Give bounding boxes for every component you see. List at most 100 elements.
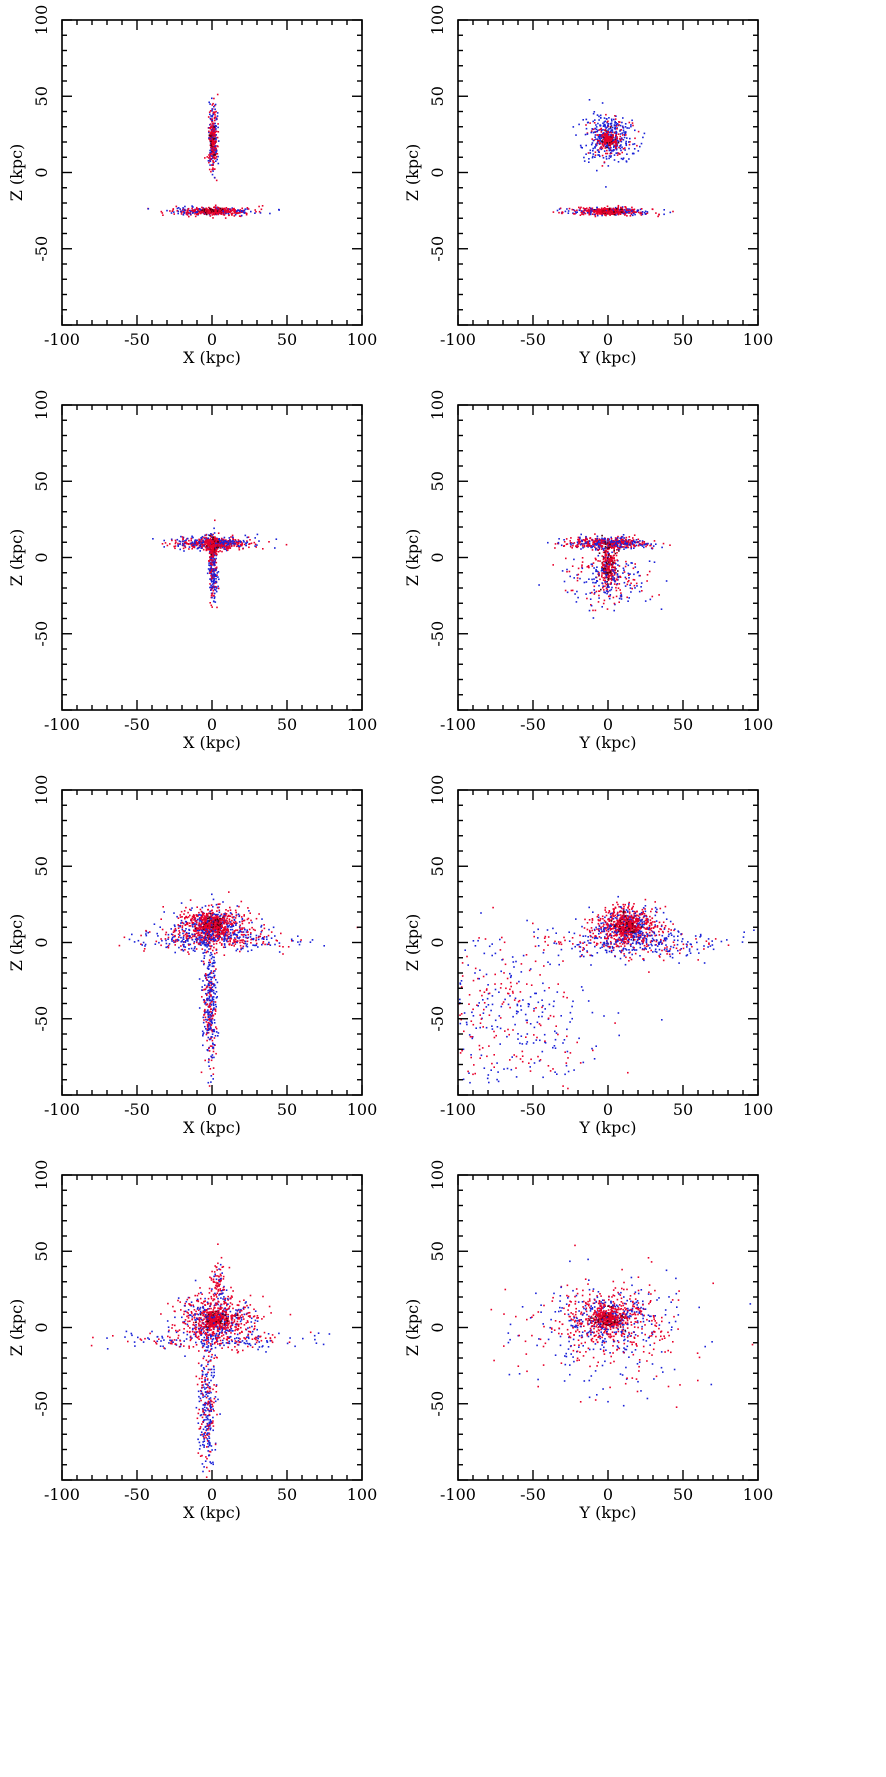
data-point: [572, 209, 575, 211]
data-point: [626, 596, 628, 599]
data-point: [608, 117, 610, 119]
data-point: [630, 547, 632, 550]
data-point: [246, 943, 248, 945]
data-point: [634, 587, 636, 589]
data-point: [608, 595, 610, 598]
data-point: [615, 143, 617, 145]
data-point: [592, 209, 594, 212]
data-point: [182, 214, 185, 216]
data-point: [613, 141, 616, 144]
data-point: [571, 565, 574, 567]
data-point: [206, 546, 209, 548]
data-point: [212, 122, 214, 125]
data-point: [215, 156, 218, 158]
data-point: [215, 557, 217, 560]
data-point: [241, 210, 243, 213]
data-point: [602, 125, 605, 127]
data-point: [246, 541, 249, 544]
data-point: [606, 542, 609, 545]
data-point: [206, 547, 209, 549]
data-point: [212, 548, 214, 550]
x-tick-label: 0: [603, 330, 613, 349]
data-point: [615, 538, 617, 540]
data-point: [612, 141, 614, 144]
data-point: [595, 570, 597, 573]
data-point: [210, 904, 213, 906]
data-point: [209, 586, 211, 589]
data-point: [255, 917, 258, 920]
data-point: [609, 210, 612, 212]
data-point: [213, 564, 215, 566]
data-point: [612, 540, 615, 542]
data-point: [213, 924, 215, 927]
data-point: [588, 542, 591, 545]
data-point: [597, 540, 600, 542]
data-point: [598, 594, 600, 597]
y-tick-label: -50: [32, 236, 51, 262]
data-point: [205, 538, 207, 541]
data-point: [610, 136, 613, 138]
data-point: [601, 574, 603, 576]
data-point: [644, 600, 647, 602]
data-point: [608, 543, 610, 546]
data-point: [208, 552, 211, 555]
data-point: [209, 928, 211, 931]
data-point: [580, 146, 583, 149]
particle-group-1: [572, 99, 646, 188]
data-point: [614, 603, 616, 606]
data-point: [161, 543, 164, 545]
data-point: [639, 145, 641, 148]
data-point: [604, 125, 606, 128]
data-point: [616, 545, 618, 548]
data-point: [239, 944, 242, 947]
data-point: [575, 134, 577, 136]
data-point: [207, 924, 209, 926]
data-point: [233, 540, 235, 543]
data-point: [204, 534, 206, 537]
data-point: [215, 539, 218, 542]
data-point: [607, 131, 609, 133]
data-point: [209, 539, 212, 541]
data-point: [601, 539, 603, 542]
data-point: [233, 916, 235, 918]
data-point: [604, 585, 606, 588]
data-point: [584, 540, 587, 542]
data-point: [648, 560, 651, 562]
data-point: [638, 543, 641, 546]
data-point: [563, 541, 566, 543]
data-point: [607, 129, 609, 132]
data-point: [612, 544, 614, 546]
data-point: [565, 557, 567, 560]
data-point: [162, 214, 164, 216]
data-point: [610, 559, 613, 562]
data-point: [207, 537, 209, 539]
data-point: [209, 152, 211, 154]
data-point: [196, 921, 198, 924]
data-point: [243, 927, 245, 929]
x-tick-label: -100: [44, 715, 80, 734]
data-point: [231, 926, 233, 928]
data-point: [599, 539, 601, 542]
data-point: [617, 587, 620, 589]
data-point: [597, 545, 600, 548]
data-point: [206, 211, 208, 213]
data-point: [177, 924, 179, 926]
data-point: [211, 108, 213, 110]
data-point: [583, 581, 586, 584]
data-point: [600, 212, 603, 214]
data-point: [213, 921, 215, 923]
data-point: [565, 543, 568, 546]
data-point: [194, 925, 196, 928]
data-point: [182, 547, 185, 550]
data-point: [623, 136, 626, 139]
data-point: [208, 154, 210, 156]
data-point: [619, 537, 621, 540]
data-point: [206, 537, 208, 540]
data-point: [223, 940, 225, 942]
data-point: [588, 213, 591, 216]
y-axis-label: Z (kpc): [7, 529, 26, 587]
data-point: [241, 207, 243, 210]
data-point: [215, 580, 217, 583]
data-point: [218, 920, 221, 922]
data-point: [568, 207, 571, 210]
